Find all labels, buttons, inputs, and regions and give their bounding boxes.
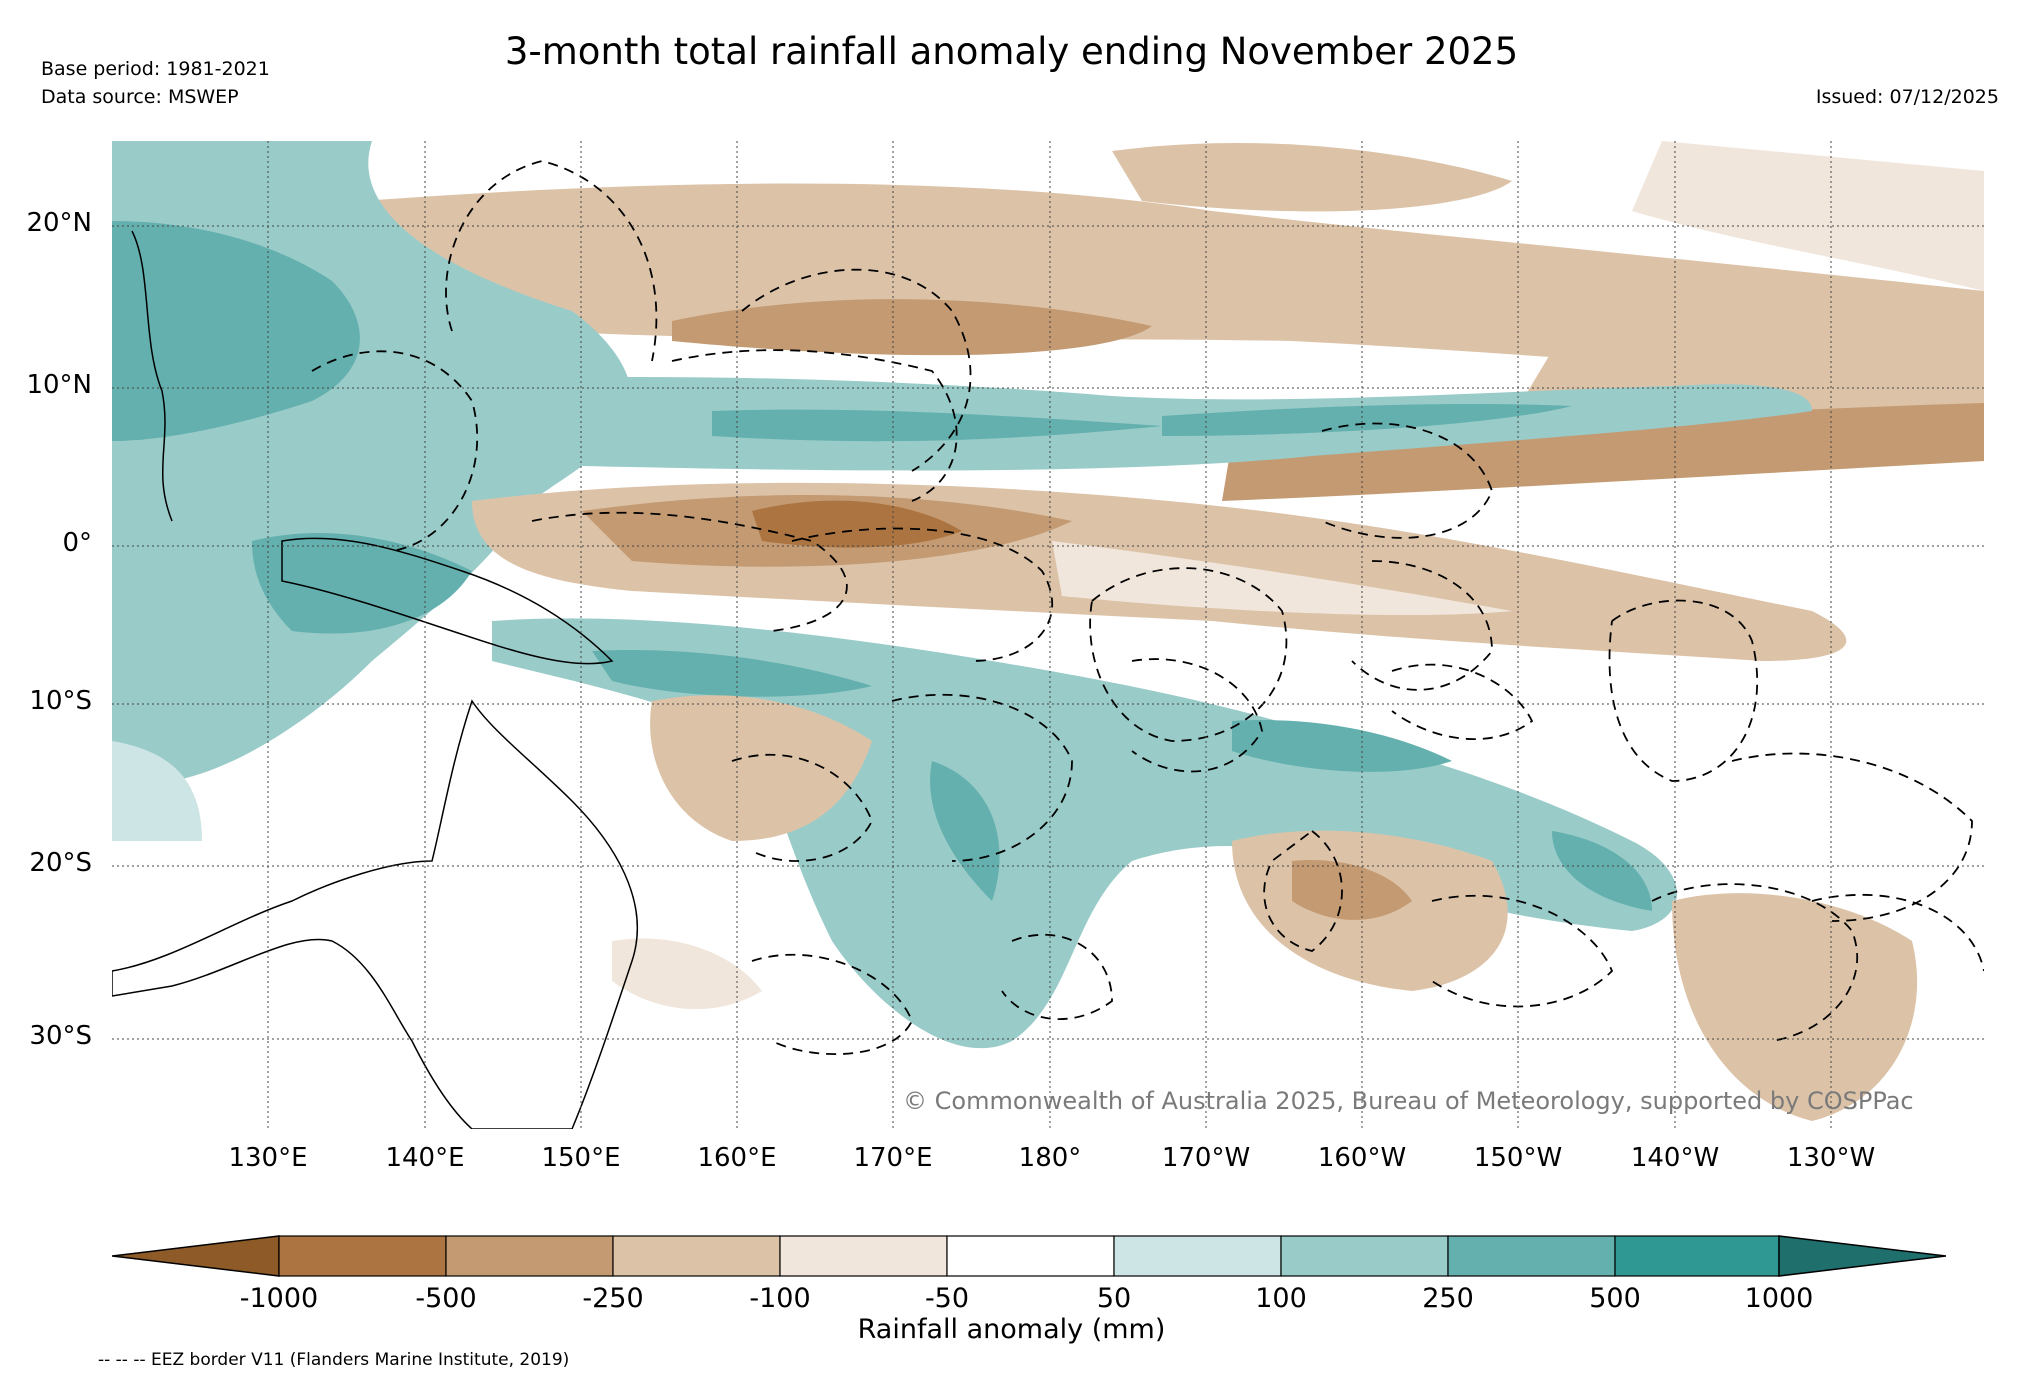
lat-label-10n: 10°N [2,370,92,400]
colorbar-extend-low [112,1236,279,1276]
lon-label-160e: 160°E [667,1143,807,1173]
lon-label-140w: 140°W [1605,1143,1745,1173]
colorbar-tick: -100 [720,1283,840,1314]
colorbar-bin-6 [1114,1236,1281,1276]
colorbar-bin-9 [1615,1236,1779,1276]
colorbar-label: Rainfall anomaly (mm) [0,1314,2023,1345]
lon-label-130e: 130°E [198,1143,338,1173]
lon-label-170w: 170°W [1136,1143,1276,1173]
lon-label-150w: 150°W [1448,1143,1588,1173]
colorbar [112,1232,1946,1280]
lon-label-150e: 150°E [511,1143,651,1173]
lon-label-160w: 160°W [1292,1143,1432,1173]
colorbar-bin-1 [279,1236,446,1276]
data-source: Data source: MSWEP [41,84,239,110]
colorbar-tick: -1000 [219,1283,339,1314]
lon-label-130w: 130°W [1761,1143,1901,1173]
lon-label-170e: 170°E [823,1143,963,1173]
lon-label-180: 180° [980,1143,1120,1173]
lon-label-140e: 140°E [355,1143,495,1173]
colorbar-tick: 100 [1221,1283,1341,1314]
colorbar-tick: 50 [1054,1283,1174,1314]
map-title: 3-month total rainfall anomaly ending No… [0,30,2023,73]
colorbar-tick: 250 [1388,1283,1508,1314]
copyright-notice: © Commonwealth of Australia 2025, Bureau… [903,1087,1914,1115]
colorbar-tick: -250 [553,1283,673,1314]
colorbar-bin-4 [780,1236,947,1276]
colorbar-tick: -500 [386,1283,506,1314]
lat-label-10s: 10°S [2,686,92,716]
lat-label-0: 0° [2,528,92,558]
colorbar-bin-5 [947,1236,1114,1276]
colorbar-bin-7 [1281,1236,1448,1276]
colorbar-tick: -50 [887,1283,1007,1314]
rainfall-anomaly-map [112,141,1984,1129]
colorbar-bin-3 [613,1236,780,1276]
colorbar-tick: 1000 [1719,1283,1839,1314]
lat-label-30s: 30°S [2,1021,92,1051]
lat-label-20n: 20°N [2,208,92,238]
eez-note: -- -- -- EEZ border V11 (Flanders Marine… [98,1350,569,1370]
colorbar-bin-2 [446,1236,613,1276]
colorbar-tick: 500 [1555,1283,1675,1314]
issued-date: Issued: 07/12/2025 [1816,84,1999,110]
colorbar-bin-8 [1448,1236,1615,1276]
colorbar-extend-high [1779,1236,1946,1276]
lat-label-20s: 20°S [2,848,92,878]
